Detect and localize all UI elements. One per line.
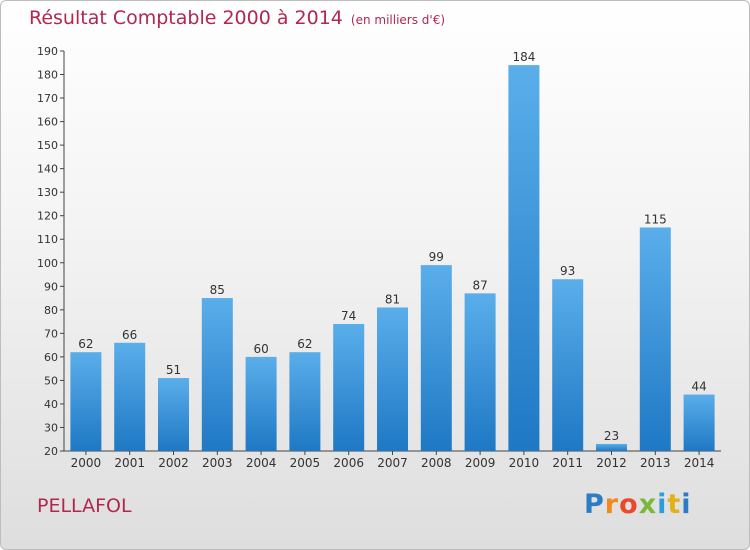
y-tick-label: 130: [37, 186, 58, 199]
data-label: 62: [297, 337, 312, 351]
y-tick-label: 40: [44, 398, 58, 411]
bar: [596, 443, 627, 451]
bar: [639, 227, 671, 451]
bar: [377, 307, 408, 451]
data-label: 99: [429, 250, 444, 264]
logo-letter: t: [667, 489, 682, 520]
bar: [158, 378, 189, 451]
bar: [552, 279, 584, 451]
x-tick-label: 2001: [114, 456, 145, 470]
logo-letter: r: [604, 489, 620, 520]
x-tick-label: 2007: [377, 456, 408, 470]
bar: [333, 323, 365, 451]
x-tick-label: 2009: [465, 456, 496, 470]
y-tick-label: 180: [37, 69, 58, 82]
x-tick-label: 2008: [421, 456, 452, 470]
x-tick-label: 2002: [158, 456, 189, 470]
data-label: 87: [472, 278, 487, 292]
logo-letter: o: [619, 489, 639, 520]
data-label: 74: [341, 309, 356, 323]
data-label: 51: [166, 363, 181, 377]
logo-letter: i: [681, 489, 692, 520]
y-tick-label: 70: [44, 327, 58, 340]
x-tick-label: 2011: [552, 456, 583, 470]
y-tick-label: 100: [37, 257, 58, 270]
data-label: 81: [385, 292, 400, 306]
data-label: 44: [691, 380, 706, 394]
data-label: 23: [604, 429, 619, 443]
bar: [683, 394, 715, 451]
logo-letter: P: [584, 489, 605, 520]
chart-subtitle: (en milliers d'€): [350, 13, 446, 27]
x-tick-label: 2000: [71, 456, 102, 470]
y-tick-label: 150: [37, 139, 58, 152]
data-label: 85: [210, 283, 225, 297]
y-tick-label: 110: [37, 233, 58, 246]
x-tick-label: 2013: [640, 456, 671, 470]
x-tick-label: 2003: [202, 456, 233, 470]
bar: [508, 65, 540, 451]
y-tick-label: 170: [37, 92, 58, 105]
y-tick-label: 190: [37, 45, 58, 58]
data-label: 62: [78, 337, 93, 351]
x-tick-label: 2010: [509, 456, 540, 470]
data-label: 60: [253, 342, 268, 356]
data-label: 115: [644, 212, 667, 226]
y-tick-label: 120: [37, 210, 58, 223]
commune-name: PELLAFOL: [37, 495, 132, 517]
bar: [70, 352, 102, 451]
x-tick-label: 2014: [684, 456, 715, 470]
data-label: 184: [512, 50, 535, 64]
y-tick-label: 30: [44, 421, 58, 434]
bar: [201, 298, 233, 451]
x-tick-label: 2012: [596, 456, 627, 470]
y-tick-label: 50: [44, 374, 58, 387]
bar: [289, 352, 321, 451]
y-tick-label: 60: [44, 351, 58, 364]
data-label: 66: [122, 328, 137, 342]
bar: [420, 265, 452, 451]
logo-letter: x: [638, 489, 658, 520]
bar: [114, 342, 146, 451]
chart-title: Résultat Comptable 2000 à 2014 (en millie…: [29, 7, 445, 29]
y-tick-label: 90: [44, 280, 58, 293]
data-label: 93: [560, 264, 575, 278]
chart-title-text: Résultat Comptable 2000 à 2014: [29, 7, 343, 29]
bar: [464, 293, 496, 451]
x-tick-label: 2005: [290, 456, 321, 470]
x-tick-label: 2004: [246, 456, 277, 470]
y-tick-label: 80: [44, 304, 58, 317]
x-tick-label: 2006: [333, 456, 364, 470]
logo-letter: i: [657, 489, 668, 520]
bar: [245, 356, 277, 451]
y-tick-label: 140: [37, 163, 58, 176]
proxiti-logo: Proxiti: [584, 489, 692, 520]
y-tick-label: 20: [44, 445, 58, 458]
y-tick-label: 160: [37, 116, 58, 129]
